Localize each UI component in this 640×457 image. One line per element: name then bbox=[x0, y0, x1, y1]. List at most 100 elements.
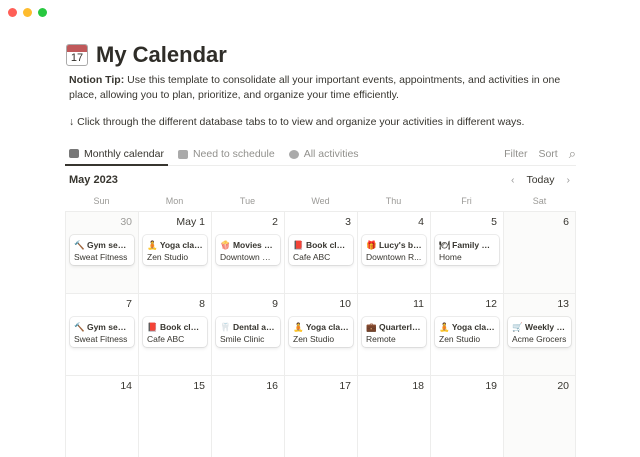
event-name: Quarterly... bbox=[378, 322, 422, 332]
day-number: 12 bbox=[485, 298, 497, 310]
tip-label: Notion Tip: bbox=[69, 74, 125, 86]
day-number: 8 bbox=[199, 298, 205, 310]
event-card[interactable]: 🔨 Gym sess... Sweat Fitness bbox=[70, 235, 134, 265]
tab-need-to-schedule[interactable]: Need to schedule bbox=[174, 143, 279, 165]
event-location: Cafe ABC bbox=[293, 252, 331, 262]
event-name: Weekly gr... bbox=[524, 322, 567, 332]
calendar-day[interactable]: 10 🧘 Yoga class Zen Studio bbox=[284, 294, 357, 375]
calendar-grid: Sun Mon Tue Wed Thu Fri Sat 30 🔨 Gym sess... Swe… bbox=[65, 193, 576, 457]
day-number: 4 bbox=[418, 216, 424, 228]
calendar-week: 30 🔨 Gym sess... Sweat Fitness May 1 🧘 Yoga … bbox=[65, 211, 576, 293]
sort-button[interactable]: Sort bbox=[538, 148, 558, 160]
calendar-day[interactable]: 5 🍽 Family di... Home bbox=[430, 212, 503, 293]
event-emoji-icon: 💼 bbox=[366, 322, 377, 332]
event-location: Remote bbox=[366, 334, 396, 344]
calendar-day[interactable]: 4 🎁 Lucy's bir... Downtown R... bbox=[357, 212, 430, 293]
calendar-day[interactable]: 14 bbox=[65, 376, 138, 457]
tab-monthly-calendar[interactable]: Monthly calendar bbox=[65, 143, 168, 166]
calendar-day[interactable]: 18 bbox=[357, 376, 430, 457]
event-card[interactable]: 🍿 Movies wi... Downtown Ci... bbox=[216, 235, 280, 265]
calendar-day[interactable]: 15 bbox=[138, 376, 211, 457]
month-label: May 2023 bbox=[69, 174, 118, 186]
event-card[interactable]: 🧘 Yoga class Zen Studio bbox=[289, 317, 353, 347]
event-emoji-icon: 🔨 bbox=[74, 240, 85, 250]
event-name: Movies wi... bbox=[232, 240, 276, 250]
calendar-day[interactable]: 8 📕 Book club... Cafe ABC bbox=[138, 294, 211, 375]
day-number: 17 bbox=[339, 380, 351, 392]
calendar-day[interactable]: 17 bbox=[284, 376, 357, 457]
event-name: Gym sess... bbox=[86, 322, 130, 332]
day-number: 10 bbox=[339, 298, 351, 310]
event-card[interactable]: 📕 Book club... Cafe ABC bbox=[289, 235, 353, 265]
event-emoji-icon: 🧘 bbox=[293, 322, 304, 332]
event-location: Sweat Fitness bbox=[74, 334, 128, 344]
tab-label: Need to schedule bbox=[192, 148, 275, 160]
day-number: 3 bbox=[345, 216, 351, 228]
event-card[interactable]: 💼 Quarterly... Remote bbox=[362, 317, 426, 347]
event-card[interactable]: 🛒 Weekly gr... Acme Grocers bbox=[508, 317, 571, 347]
tab-label: All activities bbox=[303, 148, 359, 160]
event-name: Yoga class bbox=[159, 240, 203, 250]
event-name: Dental ap... bbox=[232, 322, 276, 332]
event-card[interactable]: 🍽 Family di... Home bbox=[435, 235, 499, 265]
event-card[interactable]: 🔨 Gym sess... Sweat Fitness bbox=[70, 317, 134, 347]
close-button[interactable] bbox=[8, 8, 17, 17]
day-number: 19 bbox=[485, 380, 497, 392]
event-emoji-icon: 📕 bbox=[293, 240, 304, 250]
weekday-label: Sun bbox=[93, 196, 110, 206]
calendar-day[interactable]: 9 🦷 Dental ap... Smile Clinic bbox=[211, 294, 284, 375]
weekday-label: Mon bbox=[165, 196, 184, 206]
event-emoji-icon: 🧘 bbox=[147, 240, 158, 250]
event-name: Book club... bbox=[305, 240, 349, 250]
filter-button[interactable]: Filter bbox=[504, 148, 528, 160]
event-card[interactable]: 🎁 Lucy's bir... Downtown R... bbox=[362, 235, 426, 265]
day-number: 9 bbox=[272, 298, 278, 310]
day-number: 14 bbox=[120, 380, 132, 392]
event-location: Zen Studio bbox=[147, 252, 189, 262]
day-number: 11 bbox=[413, 298, 424, 310]
event-name: Yoga class bbox=[451, 322, 495, 332]
minimize-button[interactable] bbox=[23, 8, 32, 17]
calendar-day[interactable]: 13 🛒 Weekly gr... Acme Grocers bbox=[503, 294, 576, 375]
calendar-nav: ‹ Today › bbox=[511, 174, 570, 186]
event-card[interactable]: 🧘 Yoga class Zen Studio bbox=[143, 235, 207, 265]
calendar-day[interactable]: 7 🔨 Gym sess... Sweat Fitness bbox=[65, 294, 138, 375]
event-name: Book club... bbox=[159, 322, 203, 332]
day-number: 2 bbox=[272, 216, 278, 228]
calendar-day[interactable]: 2 🍿 Movies wi... Downtown Ci... bbox=[211, 212, 284, 293]
day-number: 7 bbox=[126, 298, 132, 310]
tab-all-activities[interactable]: All activities bbox=[285, 143, 363, 165]
weekday-label: Fri bbox=[461, 196, 472, 206]
event-name: Family di... bbox=[452, 240, 495, 250]
event-card[interactable]: 🦷 Dental ap... Smile Clinic bbox=[216, 317, 280, 347]
weekday-label: Thu bbox=[385, 196, 402, 206]
day-number: May 1 bbox=[176, 216, 205, 228]
weekday-label: Sat bbox=[532, 196, 547, 206]
event-location: Cafe ABC bbox=[147, 334, 185, 344]
event-emoji-icon: 🛒 bbox=[512, 322, 523, 332]
calendar-day[interactable]: 30 🔨 Gym sess... Sweat Fitness bbox=[65, 212, 138, 293]
event-card[interactable]: 🧘 Yoga class Zen Studio bbox=[435, 317, 499, 347]
calendar-day[interactable]: 20 bbox=[503, 376, 576, 457]
calendar-day[interactable]: 3 📕 Book club... Cafe ABC bbox=[284, 212, 357, 293]
calendar-day[interactable]: 12 🧘 Yoga class Zen Studio bbox=[430, 294, 503, 375]
calendar-day[interactable]: 6 bbox=[503, 212, 576, 293]
event-card[interactable]: 📕 Book club... Cafe ABC bbox=[143, 317, 207, 347]
event-emoji-icon: 📕 bbox=[147, 322, 158, 332]
calendar-day[interactable]: May 1 🧘 Yoga class Zen Studio bbox=[138, 212, 211, 293]
calendar-day[interactable]: 19 bbox=[430, 376, 503, 457]
chevron-right-icon[interactable]: › bbox=[566, 174, 571, 186]
calendar-day[interactable]: 16 bbox=[211, 376, 284, 457]
today-button[interactable]: Today bbox=[526, 174, 555, 186]
weekday-label: Wed bbox=[311, 196, 330, 206]
day-number: 15 bbox=[193, 380, 205, 392]
notion-tip: Notion Tip: Use this template to consoli… bbox=[69, 73, 569, 103]
window-controls bbox=[8, 8, 47, 17]
event-emoji-icon: 🦷 bbox=[220, 322, 231, 332]
calendar-day[interactable]: 11 💼 Quarterly... Remote bbox=[357, 294, 430, 375]
day-number: 6 bbox=[563, 216, 569, 228]
chevron-left-icon[interactable]: ‹ bbox=[510, 174, 515, 186]
search-icon[interactable]: ⌕ bbox=[568, 146, 576, 161]
maximize-button[interactable] bbox=[38, 8, 47, 17]
event-emoji-icon: 🔨 bbox=[74, 322, 85, 332]
